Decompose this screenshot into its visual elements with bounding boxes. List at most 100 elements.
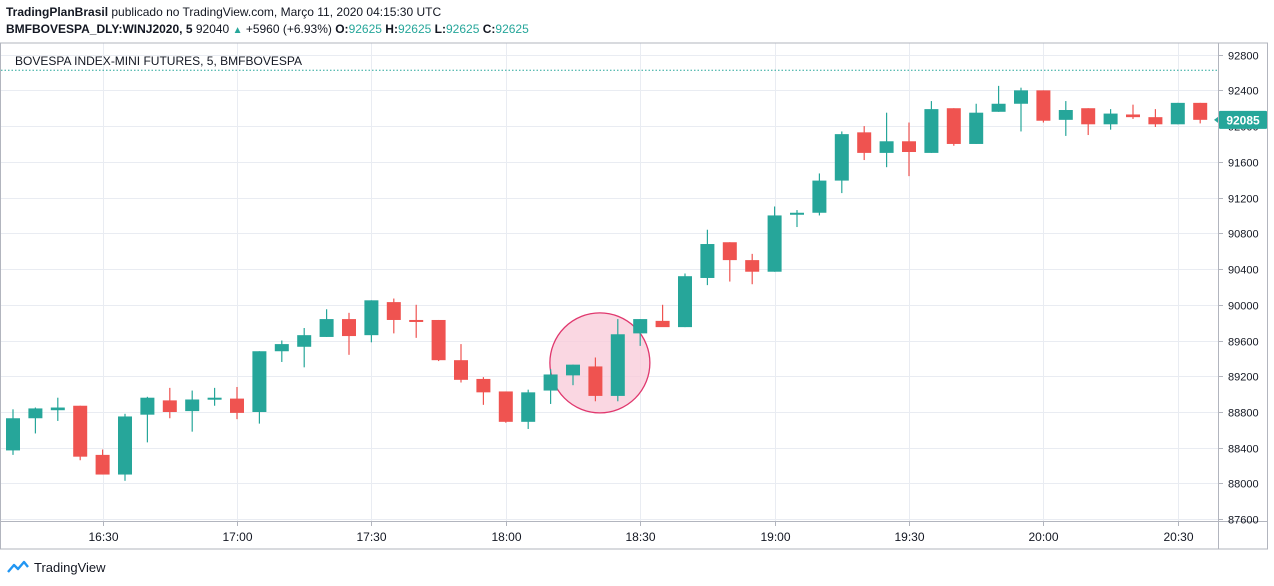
x-tick-label: 17:30 bbox=[356, 530, 386, 544]
candle-body bbox=[342, 319, 356, 337]
candle bbox=[1148, 109, 1163, 127]
candle bbox=[118, 413, 132, 481]
candle-body bbox=[1081, 108, 1096, 125]
candle bbox=[790, 210, 804, 228]
symbol-legend: BMFBOVESPA_DLY:WINJ2020, 5 92040 ▲ +5960… bbox=[6, 22, 529, 36]
candle bbox=[140, 396, 155, 443]
y-tick-label: 87600 bbox=[1228, 515, 1259, 527]
candle-body bbox=[50, 407, 65, 411]
candle bbox=[207, 387, 222, 406]
candle-body bbox=[140, 397, 155, 415]
candle bbox=[95, 449, 110, 475]
candle bbox=[162, 387, 177, 419]
candle bbox=[946, 108, 961, 146]
highlight-circle bbox=[549, 312, 651, 414]
candle bbox=[834, 131, 849, 194]
publisher-name[interactable]: TradingPlanBrasil bbox=[6, 5, 109, 19]
candle-body bbox=[924, 109, 939, 153]
candle bbox=[722, 242, 737, 282]
candle-body bbox=[476, 378, 491, 393]
candle-body bbox=[162, 400, 177, 412]
candle bbox=[252, 351, 267, 424]
axes: 87600 88000 88400 88800 89200 89600 90000 90400… bbox=[0, 42, 1268, 550]
last-price-pointer bbox=[1214, 116, 1218, 123]
candle-body bbox=[1014, 90, 1028, 104]
open-label: O: bbox=[335, 22, 349, 36]
high-label: H: bbox=[385, 22, 398, 36]
candle-body bbox=[28, 408, 43, 419]
y-tick-label: 90000 bbox=[1228, 301, 1259, 313]
candle-body bbox=[1126, 114, 1140, 118]
candle bbox=[700, 229, 715, 286]
low-value: 92625 bbox=[446, 22, 480, 36]
candle-body bbox=[409, 319, 424, 322]
candle bbox=[1058, 101, 1073, 136]
candle bbox=[230, 386, 244, 420]
candle bbox=[409, 304, 424, 338]
candle-body bbox=[364, 300, 379, 336]
candle bbox=[297, 328, 312, 368]
publish-info: TradingPlanBrasil publicado no TradingVi… bbox=[6, 5, 441, 19]
candle-body bbox=[655, 320, 670, 328]
y-tick-label: 90400 bbox=[1228, 265, 1259, 277]
candle bbox=[498, 391, 513, 423]
candle bbox=[386, 298, 401, 334]
candle bbox=[1170, 102, 1185, 125]
candle-body bbox=[790, 212, 804, 215]
candle-body bbox=[319, 319, 334, 337]
candle-body bbox=[1103, 113, 1118, 125]
x-tick-label: 18:30 bbox=[625, 530, 655, 544]
x-tick-label: 18:00 bbox=[491, 530, 521, 544]
last-price-label: 92085 bbox=[1226, 113, 1260, 127]
y-tick-label: 89600 bbox=[1228, 337, 1259, 349]
grid-lines bbox=[1, 43, 1218, 521]
candle bbox=[588, 357, 603, 402]
x-tick-label: 16:30 bbox=[88, 530, 118, 544]
candle-body bbox=[543, 374, 558, 391]
candle bbox=[28, 407, 43, 434]
candle-body bbox=[902, 141, 916, 153]
y-tick-label: 92400 bbox=[1228, 86, 1259, 98]
candle-body bbox=[6, 418, 20, 451]
price-change: +5960 (+6.93%) bbox=[245, 22, 332, 36]
close-label: C: bbox=[482, 22, 496, 36]
y-tick-label: 91200 bbox=[1228, 194, 1259, 206]
low-label: L: bbox=[434, 22, 446, 36]
x-tick-label: 20:00 bbox=[1028, 530, 1058, 544]
candle bbox=[902, 122, 916, 177]
tradingview-logo[interactable]: TradingView bbox=[4, 559, 106, 575]
candle bbox=[364, 300, 379, 343]
last-price-tag bbox=[1219, 110, 1267, 129]
candle-body bbox=[700, 244, 715, 278]
brand-name: TradingView bbox=[34, 559, 106, 575]
candle-body bbox=[991, 103, 1006, 112]
x-tick-label: 20:30 bbox=[1163, 530, 1193, 544]
candle bbox=[1193, 102, 1208, 124]
candle bbox=[857, 126, 872, 161]
candle bbox=[767, 206, 782, 272]
candle-body bbox=[118, 416, 132, 475]
candle-body bbox=[95, 454, 110, 475]
candle bbox=[342, 312, 356, 355]
candle-body bbox=[1036, 90, 1051, 121]
candle-body bbox=[946, 108, 961, 144]
published-text: publicado no TradingView.com, Março 11, … bbox=[111, 5, 442, 19]
candle-body bbox=[274, 344, 289, 352]
candle-body bbox=[767, 215, 782, 272]
candle-body bbox=[230, 398, 244, 413]
candle-body bbox=[834, 134, 849, 181]
candle-body bbox=[566, 364, 580, 376]
candle bbox=[319, 309, 334, 337]
candle bbox=[1081, 108, 1096, 136]
candle-body bbox=[1148, 117, 1163, 125]
candle bbox=[655, 304, 670, 328]
candle-body bbox=[73, 405, 88, 457]
candle bbox=[633, 319, 648, 346]
candle-body bbox=[431, 319, 446, 361]
candle-body bbox=[969, 112, 984, 144]
candle bbox=[1126, 104, 1140, 119]
highlight-marker bbox=[549, 312, 651, 414]
y-tick-label: 90800 bbox=[1228, 229, 1259, 241]
symbol-name[interactable]: BMFBOVESPA_DLY:WINJ2020, 5 bbox=[6, 22, 193, 36]
